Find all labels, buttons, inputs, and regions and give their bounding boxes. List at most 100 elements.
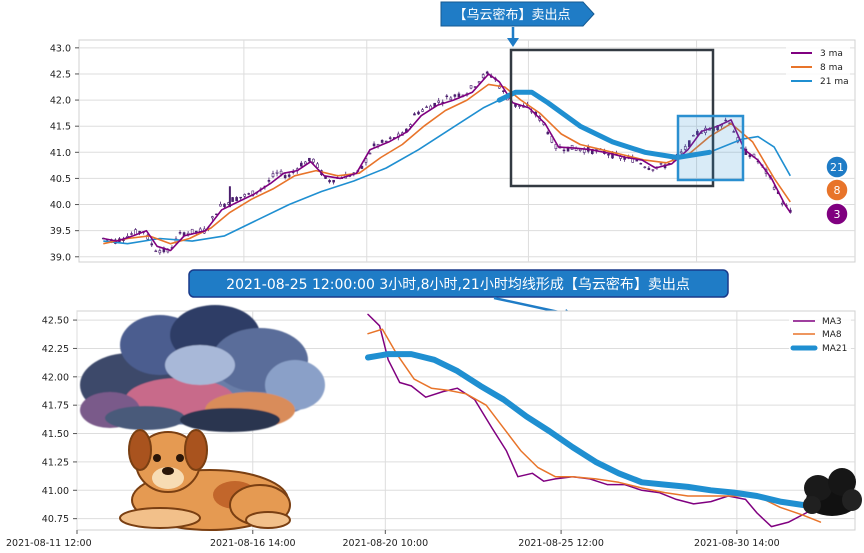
- pattern-dark-box: [509, 48, 715, 188]
- candle-body: [231, 197, 234, 202]
- svg-text:21: 21: [830, 161, 844, 174]
- candle-body: [312, 158, 315, 163]
- end-badge-8: 8: [825, 178, 849, 202]
- legend-ma21: MA21: [822, 344, 847, 354]
- top-y-tick-label: 41.0: [50, 148, 71, 159]
- bottom-y-tick-label: 41.50: [42, 429, 69, 440]
- candle-body: [178, 232, 182, 234]
- dark-cloud-icon: [803, 468, 862, 516]
- candle-body: [732, 131, 736, 133]
- candle-body: [518, 105, 521, 107]
- candle-body: [388, 137, 392, 139]
- svg-text:3: 3: [834, 208, 841, 221]
- candle-body: [546, 131, 550, 135]
- candle-body: [643, 166, 647, 169]
- candle-body: [635, 160, 639, 162]
- candle-body: [223, 203, 226, 208]
- storm-cloud-icon: [80, 305, 325, 432]
- bottom-x-tick-label: 2021-08-20 10:00: [343, 538, 429, 549]
- top-y-tick-label: 42.0: [50, 96, 71, 107]
- bottom-y-tick-label: 41.75: [42, 401, 69, 412]
- candle-body: [211, 216, 214, 219]
- top-y-tick-label: 41.5: [50, 122, 71, 133]
- top-banner-text: 【乌云密布】卖出点: [453, 7, 570, 23]
- legend-ma8: MA8: [822, 330, 842, 340]
- bottom-y-tick-label: 42.25: [42, 344, 69, 355]
- candle-body: [150, 243, 154, 246]
- top-panel: 39.0 39.5 40.0 40.5 41.0 41.5 42.0 42.5 43.0 3 m…: [50, 39, 856, 263]
- candle-body: [364, 158, 368, 163]
- legend-3ma: 3 ma: [820, 49, 843, 59]
- candle-body: [679, 151, 683, 154]
- candle-body: [219, 203, 222, 207]
- bottom-y-tick-label: 41.00: [42, 486, 69, 497]
- bottom-series: [365, 313, 824, 528]
- candle-body: [308, 157, 311, 162]
- candle-body: [425, 106, 428, 108]
- candle-body: [360, 165, 364, 169]
- bottom-x-ticks: 2021-08-11 12:00 2021-08-16 14:00 2021-08-…: [6, 530, 780, 549]
- candle-body: [413, 113, 416, 116]
- bottom-y-tick-label: 42.00: [42, 372, 69, 383]
- candle-body: [469, 85, 473, 89]
- candle-body: [247, 193, 251, 195]
- candle-body: [299, 162, 303, 167]
- candle-body: [372, 143, 376, 147]
- candle-body: [477, 81, 481, 84]
- candle-body: [283, 175, 287, 178]
- top-y-ticks: 39.0 39.5 40.0 40.5 41.0 41.5 42.0 42.5 43.0: [50, 43, 79, 263]
- top-plot-area: [78, 39, 856, 263]
- top-banner: 【乌云密布】卖出点: [440, 1, 595, 47]
- candle-body: [659, 163, 663, 165]
- top-line-21ma-highlight: [496, 89, 712, 160]
- candle-body: [409, 124, 412, 127]
- candle-body: [485, 71, 489, 74]
- top-y-tick-label: 43.0: [50, 43, 71, 54]
- candle-body: [235, 197, 238, 202]
- mid-banner-text: 2021-08-25 12:00:00 3小时,8小时,21小时均线形成【乌云密…: [226, 276, 690, 293]
- legend-ma3: MA3: [822, 317, 842, 327]
- bottom-y-ticks: 40.75 41.00 41.25 41.50 41.75 42.00 42.25 42.50: [42, 316, 77, 525]
- candle-body: [724, 119, 727, 122]
- svg-text:8: 8: [834, 184, 841, 197]
- candle-body: [437, 100, 441, 103]
- mid-banner: 2021-08-25 12:00:00 3小时,8小时,21小时均线形成【乌云密…: [188, 269, 729, 318]
- candle-body: [271, 173, 275, 178]
- top-y-tick-label: 42.5: [50, 69, 71, 80]
- candle-body: [267, 180, 271, 182]
- candle-body: [368, 152, 372, 155]
- top-y-tick-label: 40.0: [50, 200, 71, 211]
- candle-body: [243, 194, 247, 197]
- candle-body: [417, 111, 420, 115]
- candle-body: [554, 143, 558, 150]
- candle-body: [481, 74, 485, 79]
- candle-body: [279, 170, 283, 175]
- candle-body: [190, 228, 194, 234]
- candle-body: [651, 169, 655, 171]
- top-legend: 3 ma 8 ma 21 ma: [786, 44, 850, 90]
- candle-body: [696, 131, 699, 135]
- pattern-highlight-box: [676, 114, 745, 182]
- candle-body: [647, 167, 651, 170]
- candle-body: [380, 139, 384, 143]
- bottom-line-ma21: [365, 351, 824, 510]
- candle-body: [639, 163, 643, 165]
- candle-body: [607, 154, 610, 156]
- candle-body: [239, 196, 242, 199]
- candle-body: [275, 171, 279, 174]
- legend-8ma: 8 ma: [820, 63, 843, 73]
- candle-body: [772, 186, 776, 190]
- candle-body: [445, 95, 449, 98]
- top-y-tick-label: 39.5: [50, 226, 71, 237]
- candle-body: [154, 250, 158, 253]
- candle-body: [780, 202, 784, 205]
- candle-body: [304, 161, 307, 165]
- dog-icon: [119, 429, 291, 531]
- candle-body: [449, 97, 453, 101]
- top-y-tick-label: 40.5: [50, 174, 71, 185]
- end-badge-3: 3: [825, 202, 849, 226]
- candle-body: [328, 180, 331, 183]
- candle-body: [146, 234, 150, 240]
- bottom-x-tick-label: 2021-08-16 14:00: [210, 538, 296, 549]
